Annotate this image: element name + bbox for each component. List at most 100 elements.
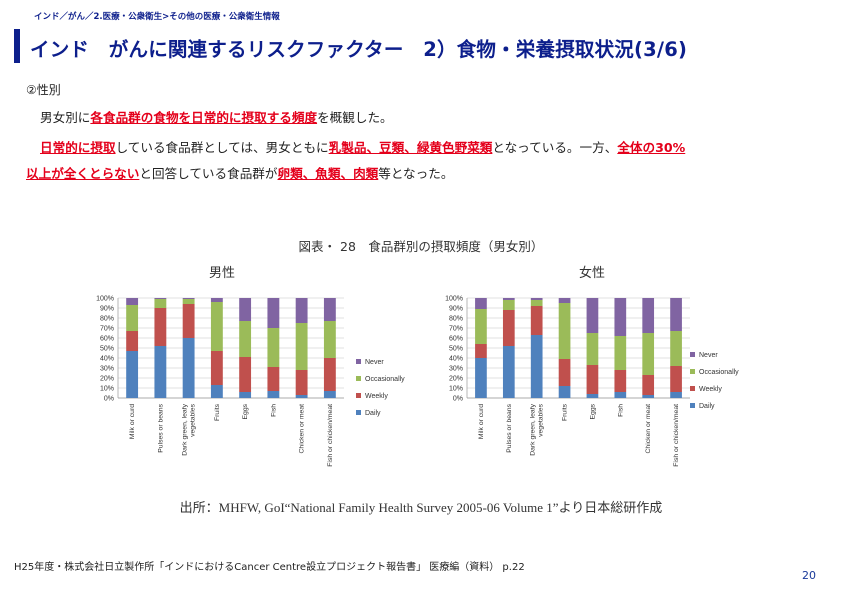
- female-legend-label-never: Never: [699, 352, 718, 359]
- p2-highlight-30pct: 全体の30%: [617, 140, 686, 155]
- male-bar-occasionally-4: [210, 302, 223, 351]
- female-bar-weekly-4: [558, 359, 571, 386]
- paragraph-1: 男女別に各食品群の食物を日常的に摂取する頻度を概観した。: [40, 107, 393, 126]
- female-bar-daily-5: [586, 394, 599, 398]
- p1-text-pre: 男女別に: [40, 110, 91, 125]
- male-bar-weekly-6: [267, 367, 280, 391]
- male-bar-never-5: [239, 298, 252, 321]
- male-bar-daily-8: [323, 391, 336, 398]
- male-bar-occasionally-6: [267, 328, 280, 367]
- male-ytick-label: 80%: [100, 316, 114, 323]
- p1-highlight: 各食品群の食物を日常的に摂取する頻度: [90, 110, 318, 125]
- male-bar-never-6: [267, 298, 280, 328]
- female-bar-weekly-1: [475, 344, 487, 358]
- female-xtick-label: Fish: [617, 404, 624, 417]
- female-ytick-label: 80%: [449, 316, 463, 323]
- female-bar-occasionally-5: [586, 333, 599, 365]
- female-bar-daily-7: [642, 395, 655, 398]
- p2-text-4: 等となった。: [378, 166, 454, 181]
- male-bar-occasionally-2: [154, 299, 167, 308]
- male-legend-label-occasionally: Occasionally: [365, 376, 405, 383]
- male-xtick-label: Fish: [270, 404, 277, 417]
- p2-highlight-daily: 日常的に摂取: [40, 140, 116, 155]
- female-ytick-label: 100%: [445, 296, 463, 303]
- male-ytick-label: 20%: [100, 376, 114, 383]
- female-xtick-label: Fruits: [562, 403, 569, 421]
- female-ytick-label: 20%: [449, 376, 463, 383]
- female-bar-weekly-8: [670, 366, 682, 392]
- female-bar-occasionally-6: [614, 336, 627, 370]
- female-bar-occasionally-3: [530, 300, 543, 306]
- female-bar-daily-1: [475, 358, 487, 398]
- male-bar-daily-7: [295, 395, 308, 398]
- male-xtick-label: Fish or chicken/meat: [327, 404, 334, 467]
- female-legend-swatch-never: [690, 352, 695, 357]
- male-legend-swatch-weekly: [356, 393, 361, 398]
- female-ytick-label: 30%: [449, 366, 463, 373]
- female-xtick-label: Milk or curd: [478, 404, 485, 439]
- page-title: インド がんに関連するリスクファクター 2）食物・栄養摂取状況(3/6): [30, 38, 688, 61]
- male-xtick-label: Chicken or meat: [299, 404, 306, 454]
- male-bar-weekly-3: [182, 304, 195, 338]
- paragraph-2-line-2: 以上が全くとらないと回答している食品群が卵類、魚類、肉類等となった。: [26, 163, 453, 182]
- male-bar-never-7: [295, 298, 308, 323]
- male-bar-weekly-7: [295, 370, 308, 395]
- page-number: 20: [802, 569, 816, 582]
- female-bar-never-7: [642, 298, 655, 333]
- female-bar-never-6: [614, 298, 627, 336]
- female-bar-never-4: [558, 298, 571, 303]
- p2-text-3: と回答している食品群が: [139, 166, 278, 181]
- male-bar-daily-3: [182, 338, 195, 398]
- male-bar-occasionally-3: [182, 299, 195, 304]
- male-ytick-label: 40%: [100, 356, 114, 363]
- female-bar-daily-8: [670, 392, 682, 398]
- male-legend-label-never: Never: [365, 359, 384, 366]
- female-xtick-label: Pulses or beans: [506, 403, 513, 452]
- footer-citation: H25年度・株式会社日立製作所「インドにおけるCancer Centre設立プロ…: [14, 562, 525, 573]
- male-ytick-label: 10%: [100, 386, 114, 393]
- male-legend-swatch-daily: [356, 410, 361, 415]
- female-legend-swatch-weekly: [690, 386, 695, 391]
- male-bar-weekly-4: [210, 351, 223, 385]
- male-bar-occasionally-8: [323, 321, 336, 358]
- female-bar-weekly-5: [586, 365, 599, 394]
- female-bar-daily-2: [502, 346, 515, 398]
- male-bar-never-2: [154, 298, 167, 299]
- male-bar-never-3: [182, 298, 195, 299]
- figure-title: 図表・ 28 食品群別の摂取頻度（男女別）: [298, 239, 544, 254]
- female-legend-swatch-daily: [690, 403, 695, 408]
- chart-title-female: 女性: [579, 266, 606, 281]
- female-bar-never-1: [475, 298, 487, 309]
- female-ytick-label: 50%: [449, 346, 463, 353]
- p2-highlight-egg-fish-meat: 卵類、魚類、肉類: [277, 166, 379, 181]
- female-legend-label-daily: Daily: [699, 403, 715, 410]
- male-bar-daily-5: [239, 392, 252, 398]
- male-bar-daily-2: [154, 346, 167, 398]
- female-ytick-label: 60%: [449, 336, 463, 343]
- male-xtick-label: Fruits: [214, 403, 221, 421]
- chart-title-male: 男性: [209, 266, 236, 281]
- male-xtick-label: Eggs: [242, 403, 249, 419]
- p2-highlight-foods: 乳製品、豆類、緑黄色野菜類: [328, 140, 493, 155]
- male-ytick-label: 0%: [104, 396, 114, 403]
- male-legend-label-weekly: Weekly: [365, 393, 388, 400]
- female-xtick-label: Dark green, leafyvegetables: [530, 403, 545, 455]
- female-bar-weekly-6: [614, 370, 627, 392]
- male-ytick-label: 70%: [100, 326, 114, 333]
- breadcrumb: インド／がん／2.医療・公衆衛生>その他の医療・公衆衛生情報: [34, 12, 280, 22]
- female-ytick-label: 0%: [453, 396, 463, 403]
- male-bar-weekly-5: [239, 357, 252, 392]
- female-bar-occasionally-8: [670, 331, 682, 366]
- female-bar-weekly-2: [502, 310, 515, 346]
- male-bar-weekly-8: [323, 358, 336, 391]
- female-xtick-label: Eggs: [589, 403, 596, 419]
- male-xtick-label: Pulses or beans: [157, 403, 164, 452]
- male-xtick-label: Milk or curd: [129, 404, 136, 439]
- male-xtick-label: Dark green, leafyvegetables: [182, 403, 197, 455]
- female-legend-swatch-occasionally: [690, 369, 695, 374]
- male-legend-label-daily: Daily: [365, 410, 381, 417]
- male-bar-daily-1: [126, 351, 139, 398]
- female-bar-occasionally-7: [642, 333, 655, 375]
- female-bar-daily-3: [530, 335, 543, 398]
